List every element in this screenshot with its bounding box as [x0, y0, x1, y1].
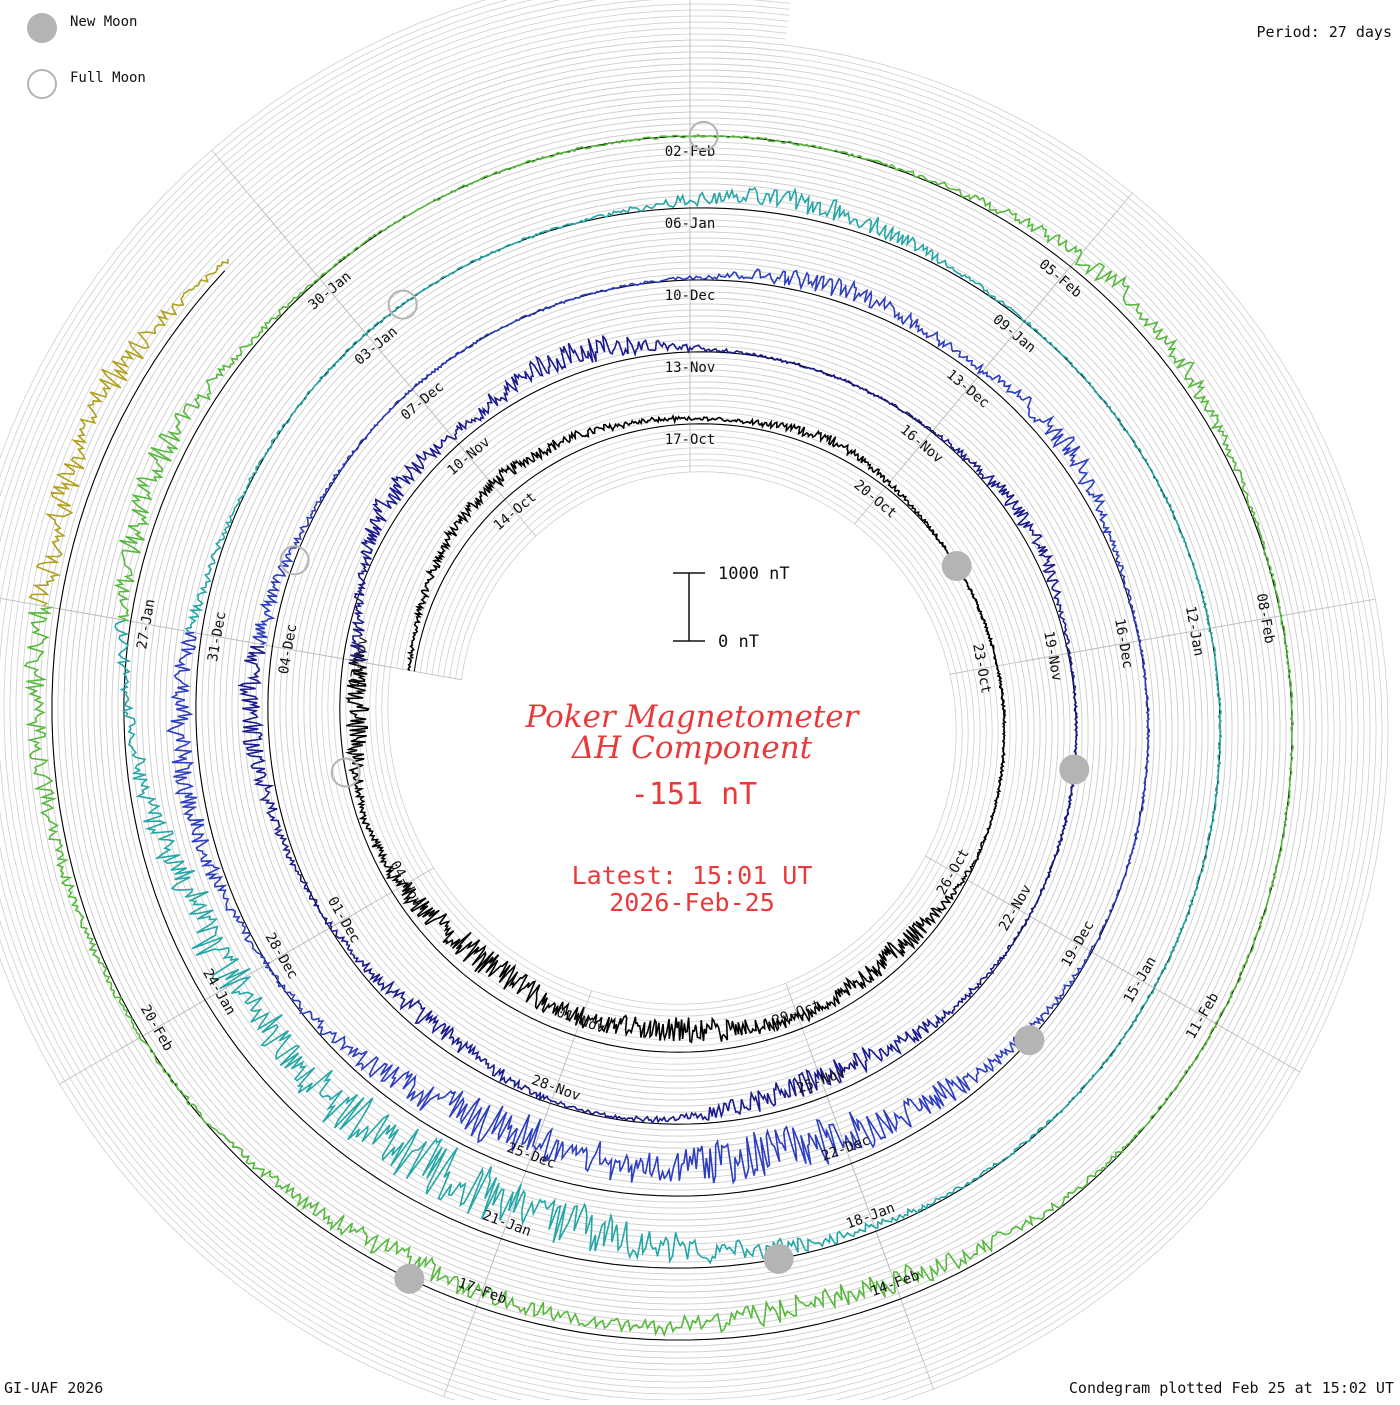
- full-moon-marker: [387, 289, 418, 320]
- grid-line: [0, 0, 1371, 1405]
- grid-spoke: [1233, 598, 1376, 625]
- date-label: 13-Nov: [665, 360, 716, 376]
- date-label: 02-Feb: [665, 144, 716, 160]
- data-series-rotation: [237, 335, 1079, 1125]
- legend-full-moon-label: Full Moon: [70, 70, 146, 86]
- full-moon-marker: [330, 757, 361, 788]
- chart-title-line1: Poker Magnetometer: [525, 699, 861, 735]
- grid-line: [3, 15, 1341, 1389]
- grid-line: [0, 9, 1347, 1395]
- center-panel: 1000 nT 0 nT Poker Magnetometer ΔH Compo…: [525, 564, 861, 917]
- date-label: 30-Jan: [305, 269, 354, 314]
- new-moon-marker: [763, 1243, 794, 1274]
- new-moon-marker: [941, 551, 972, 581]
- grid-spoke: [443, 1261, 494, 1397]
- date-label: 10-Nov: [444, 434, 493, 479]
- date-label: 25-Dec: [505, 1140, 558, 1172]
- legend-new-moon-label: New Moon: [70, 14, 138, 30]
- grid-spoke: [1174, 999, 1300, 1073]
- grid-spoke: [59, 1011, 185, 1085]
- date-label: 10-Dec: [665, 288, 716, 304]
- grid-line: [15, 27, 1329, 1377]
- date-label: 09-Jan: [989, 312, 1038, 357]
- date-label: 16-Nov: [897, 422, 946, 467]
- date-label: 18-Jan: [844, 1200, 897, 1232]
- period-label: Period: 27 days: [1256, 23, 1392, 41]
- grid-line: [21, 33, 1323, 1371]
- date-label: 17-Feb: [456, 1275, 509, 1307]
- date-label: 01-Nov: [554, 1005, 607, 1037]
- date-label: 27-Jan: [134, 598, 159, 651]
- grid-spoke: [211, 149, 305, 261]
- grid-line: [0, 3, 1353, 1401]
- date-label: 07-Nov: [347, 635, 372, 688]
- chart-title-line2: ΔH Component: [571, 730, 813, 766]
- data-series-rotation: [344, 413, 1007, 1044]
- credit-label: GI-UAF 2026: [4, 1379, 104, 1397]
- grid-spoke: [0, 597, 108, 618]
- current-value: -151 nT: [631, 777, 757, 812]
- grid-line: [9, 21, 1335, 1383]
- legend-full-moon-icon: [27, 69, 57, 99]
- date-label: 17-Oct: [665, 432, 716, 448]
- scale-bar-top-label: 1000 nT: [718, 564, 790, 584]
- scale-bar-bottom-label: 0 nT: [718, 632, 759, 652]
- date-label: 20-Oct: [851, 477, 900, 522]
- date-label: 14-Oct: [491, 489, 540, 534]
- new-moon-marker: [1059, 754, 1090, 785]
- date-label: 03-Jan: [352, 324, 401, 369]
- grid-spoke: [1039, 192, 1133, 304]
- date-label: 04-Dec: [276, 623, 301, 676]
- date-label: 28-Nov: [529, 1072, 582, 1104]
- latest-time: Latest: 15:01 UT: [572, 861, 813, 890]
- full-moon-marker: [688, 120, 719, 151]
- date-label: 29-Oct: [770, 997, 823, 1029]
- grid-spoke: [883, 1253, 934, 1390]
- new-moon-marker: [1014, 1025, 1045, 1056]
- data-series-rotation: [165, 268, 1151, 1185]
- latest-date: 2026-Feb-25: [609, 888, 775, 917]
- data-series: [23, 133, 1295, 1338]
- new-moon-marker: [394, 1263, 425, 1294]
- legend-new-moon-icon: [27, 13, 57, 43]
- date-label: 21-Jan: [480, 1208, 533, 1240]
- date-label: 31-Dec: [205, 610, 230, 663]
- date-label: 06-Jan: [665, 216, 716, 232]
- grid-line: [0, 0, 1359, 1405]
- date-label: 07-Dec: [398, 379, 447, 424]
- data-series-rotation: [28, 259, 229, 607]
- plotted-timestamp: Condegram plotted Feb 25 at 15:02 UT: [1068, 1379, 1394, 1397]
- full-moon-marker: [279, 545, 310, 576]
- data-series-rotation: [23, 133, 1295, 1338]
- moon-markers: [279, 120, 1090, 1294]
- data-series-rotation: [114, 186, 1222, 1265]
